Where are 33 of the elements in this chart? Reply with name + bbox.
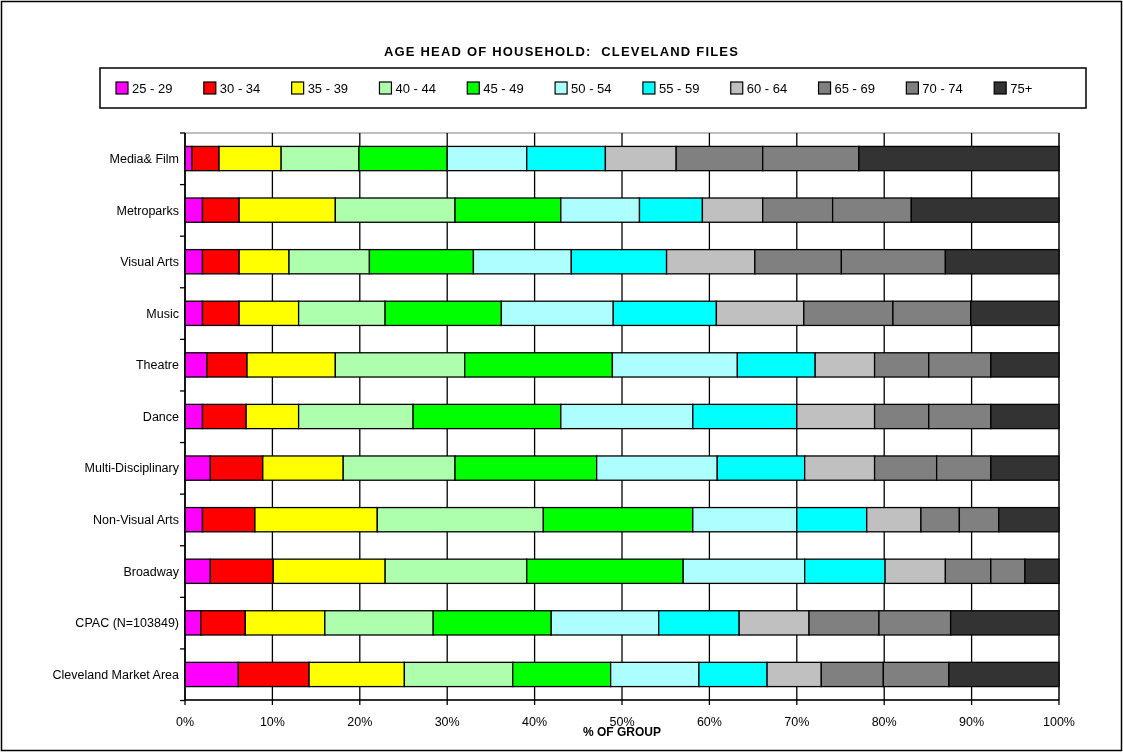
x-tick-label: 30%: [434, 715, 460, 729]
legend-label: 30 - 34: [219, 80, 261, 96]
x-tick-label: 100%: [1043, 715, 1075, 729]
chart-title: AGE HEAD OF HOUSEHOLD: CLEVELAND FILES: [383, 44, 740, 59]
x-tick-label: 0%: [175, 715, 195, 729]
x-tick-label: 80%: [871, 715, 897, 729]
x-tick-label: 90%: [959, 715, 985, 729]
x-tick-label: 60%: [696, 715, 722, 729]
y-tick-label: Multi-Disciplinary: [84, 461, 180, 476]
x-tick-label: 70%: [784, 715, 810, 729]
legend-label: 50 - 54: [571, 80, 612, 96]
legend-label: 45 - 49: [483, 80, 524, 96]
legend-label: 65 - 69: [834, 80, 876, 96]
y-tick-label: Metroparks: [116, 203, 179, 218]
x-tick-label: 40%: [522, 715, 548, 729]
legend-label: 40 - 44: [395, 80, 436, 96]
y-tick-label: Non-Visual Arts: [93, 513, 179, 528]
legend-label: 75+: [1010, 80, 1033, 96]
x-tick-label: 10%: [259, 715, 285, 729]
legend-label: 25 - 29: [132, 80, 173, 96]
legend-label: 60 - 64: [746, 80, 788, 96]
y-tick-label: CPAC (N=103849): [75, 616, 179, 631]
y-tick-label: Media& Film: [109, 151, 179, 166]
legend-label: 55 - 59: [658, 80, 700, 96]
y-tick-label: Theatre: [135, 358, 180, 373]
y-tick-label: Dance: [142, 409, 180, 424]
y-tick-label: Music: [146, 306, 179, 321]
y-tick-label: Visual Arts: [120, 255, 179, 270]
legend-label: 35 - 39: [307, 80, 349, 96]
y-tick-label: Cleveland Market Area: [52, 667, 180, 682]
x-tick-label: 20%: [347, 715, 373, 729]
legend-label: 70 - 74: [922, 80, 963, 96]
y-tick-label: Broadway: [123, 564, 180, 579]
